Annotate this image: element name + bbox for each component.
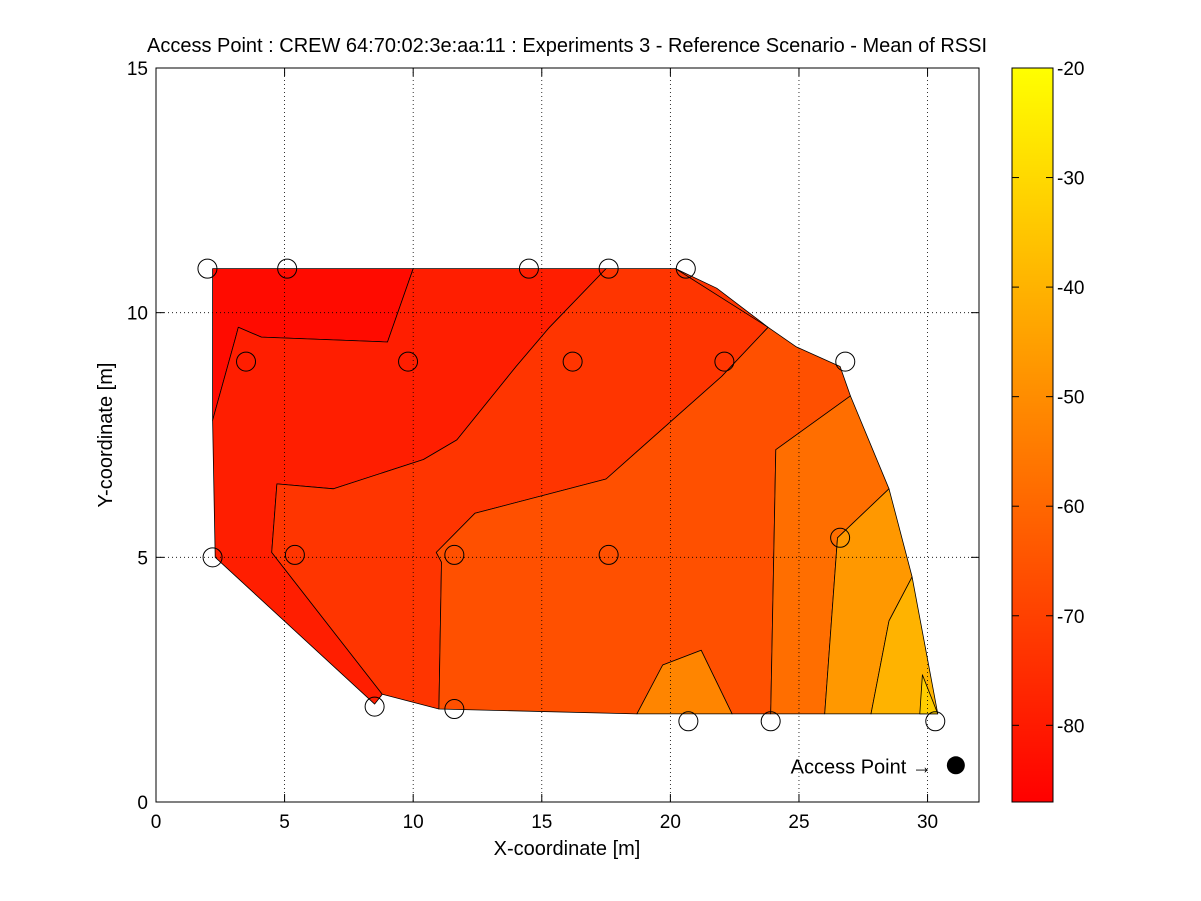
measurement-point	[598, 258, 619, 279]
measurement-point	[284, 544, 305, 565]
x-tick-label: 25	[788, 812, 809, 833]
y-tick-label: 5	[137, 548, 148, 569]
measurement-point	[760, 711, 781, 732]
plot-area: Access Point → 0 5 10 15 20 25 30 0 5 10 15	[127, 59, 980, 833]
colorbar-tick-label: -20	[1057, 59, 1084, 80]
contour-region-7	[870, 576, 939, 715]
measurement-point	[830, 527, 851, 548]
measurement-point	[197, 258, 218, 279]
access-point-marker	[946, 756, 965, 775]
measurement-points	[197, 258, 946, 732]
y-tick-label: 15	[127, 59, 148, 80]
measurement-point	[277, 258, 298, 279]
measurement-point	[678, 711, 699, 732]
colorbar-tick-label: -40	[1057, 278, 1084, 299]
x-axis-label: X-coordinate [m]	[494, 838, 641, 860]
measurement-point	[236, 351, 257, 372]
chart-title: Access Point : CREW 64:70:02:3e:aa:11 : …	[147, 35, 987, 57]
y-tick-label: 0	[137, 793, 148, 814]
measurement-point	[562, 351, 583, 372]
colorbar-tick-label: -80	[1057, 716, 1084, 737]
measurement-point	[202, 547, 223, 568]
measurement-point	[444, 544, 465, 565]
y-axis: 0 5 10 15	[127, 59, 979, 814]
access-point-label: Access Point →	[791, 756, 932, 778]
colorbar-gradient	[1011, 67, 1054, 803]
colorbar-tick-label: -50	[1057, 388, 1084, 409]
x-tick-label: 20	[660, 812, 681, 833]
contour-region-5	[636, 649, 733, 715]
x-tick-label: 15	[531, 812, 552, 833]
x-tick-label: 5	[279, 812, 290, 833]
colorbar-tick-label: -70	[1057, 607, 1084, 628]
x-axis: 0 5 10 15 20 25 30	[151, 68, 938, 833]
colorbar-ticks: -20 -30 -40 -50 -60 -70 -80	[1012, 59, 1084, 737]
x-tick-label: 10	[403, 812, 424, 833]
colorbar-tick-label: -30	[1057, 169, 1084, 190]
measurement-point	[714, 351, 735, 372]
y-tick-label: 10	[127, 304, 148, 325]
plot-frame	[155, 67, 980, 803]
colorbar: -20 -30 -40 -50 -60 -70 -80	[1011, 59, 1084, 803]
x-tick-label: 30	[917, 812, 938, 833]
measurement-point	[518, 258, 539, 279]
measurement-point	[835, 351, 856, 372]
measurement-point	[364, 696, 385, 717]
x-tick-label: 0	[151, 812, 162, 833]
measurement-point	[925, 711, 946, 732]
access-point-annotation: Access Point →	[791, 756, 965, 778]
y-axis-label: Y-coordinate [m]	[95, 363, 117, 508]
measurement-point	[675, 258, 696, 279]
measurement-point	[598, 544, 619, 565]
colorbar-tick-label: -60	[1057, 497, 1084, 518]
measurement-point	[398, 351, 419, 372]
measurement-point	[444, 699, 465, 720]
contour-fill	[212, 268, 939, 715]
